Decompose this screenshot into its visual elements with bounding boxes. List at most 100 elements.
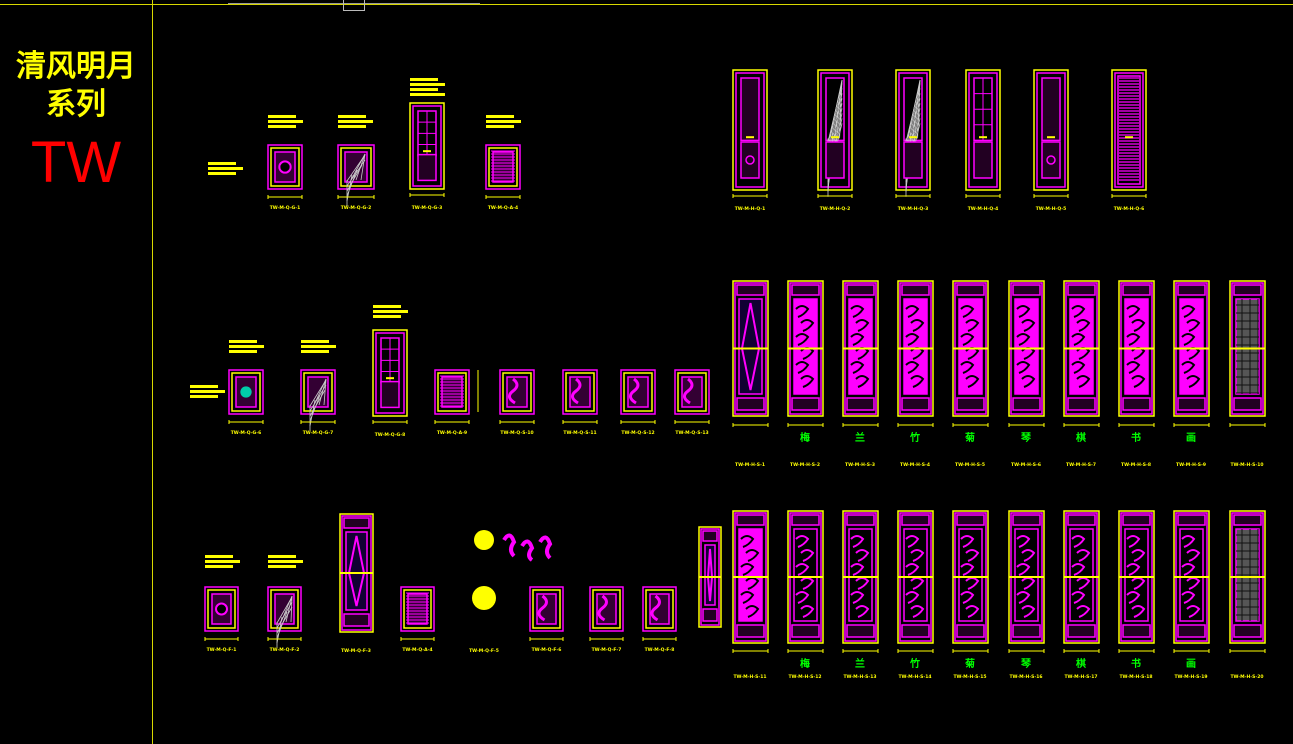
screen-panel bbox=[787, 280, 824, 417]
carving-stroke bbox=[1076, 577, 1091, 590]
hatch-line bbox=[912, 79, 921, 139]
screen-panel bbox=[1118, 280, 1155, 417]
annotation-text-line bbox=[205, 560, 240, 563]
door-upper-panel bbox=[740, 77, 760, 142]
item-code-label: TW-M-Q-S-13 bbox=[675, 430, 708, 436]
series-title-line1: 清风明月 bbox=[16, 49, 136, 84]
small-panel: TW-M-Q-F-6 bbox=[529, 586, 564, 653]
screen-top-rail bbox=[1233, 514, 1262, 526]
item-code-label: TW-M-H-S-17 bbox=[1064, 674, 1097, 680]
hatch-line bbox=[285, 595, 293, 623]
dimension-line bbox=[1063, 423, 1100, 427]
door-elevation: TW-M-Q-G-8 bbox=[372, 329, 408, 438]
carving-stroke bbox=[850, 563, 865, 576]
item-code-label: TW-M-Q-F-5 bbox=[469, 648, 499, 654]
annotation-text-line bbox=[486, 120, 521, 123]
carving-motif bbox=[597, 594, 608, 622]
item-code-label: TW-M-H-S-14 bbox=[898, 674, 931, 680]
jade-motif bbox=[240, 386, 252, 398]
panel-character-label: 书 bbox=[1131, 431, 1141, 444]
carving-stroke bbox=[905, 333, 920, 346]
annotation-text-line bbox=[373, 315, 401, 318]
carving-stroke bbox=[1181, 305, 1196, 318]
dimension-line bbox=[674, 420, 710, 424]
annotation-text-line bbox=[373, 310, 408, 313]
annotation-text-line bbox=[190, 390, 225, 393]
carving-stroke bbox=[800, 605, 815, 618]
hatch-line bbox=[318, 378, 327, 406]
panel-outer bbox=[337, 144, 375, 190]
carving-stroke bbox=[795, 305, 810, 318]
annotation-text-line bbox=[268, 560, 303, 563]
hatch-line bbox=[350, 153, 366, 181]
carving-stroke bbox=[1016, 305, 1031, 318]
panel-outer bbox=[485, 144, 521, 190]
small-panel: TW-M-Q-S-13 bbox=[674, 369, 710, 436]
item-code-label: TW-M-Q-G-8 bbox=[375, 432, 406, 438]
small-panel: TW-M-Q-G-2 bbox=[337, 144, 375, 211]
screen-bottom-rail bbox=[956, 397, 985, 411]
screen-bottom-rail bbox=[736, 397, 765, 411]
carving-stroke bbox=[850, 361, 865, 374]
screen-bottom-rail bbox=[736, 624, 765, 638]
annotation-text-line bbox=[268, 565, 296, 568]
hatch-line bbox=[829, 79, 843, 139]
carving-stroke bbox=[1016, 591, 1031, 604]
carving-stroke bbox=[855, 319, 870, 332]
carving-stroke bbox=[1016, 361, 1031, 374]
hatch-line bbox=[280, 595, 293, 623]
door-outer-frame bbox=[372, 329, 408, 417]
carving-stroke bbox=[1186, 577, 1201, 590]
screen-top-rail bbox=[736, 284, 765, 296]
panel-outer bbox=[267, 586, 302, 632]
dimension-line bbox=[965, 194, 1001, 198]
item-code-label: TW-M-H-S-6 bbox=[1011, 462, 1041, 468]
item-code-label: TW-M-H-S-18 bbox=[1119, 674, 1152, 680]
panel-character-label: 菊 bbox=[965, 431, 975, 444]
door-outer-frame bbox=[817, 69, 853, 191]
hatch-line bbox=[355, 153, 366, 181]
carving-stroke bbox=[855, 605, 870, 618]
item-code-label: TW-M-Q-F-1 bbox=[207, 647, 237, 653]
carving-stroke bbox=[1181, 591, 1196, 604]
dimension-line bbox=[409, 193, 445, 197]
screen-top-rail bbox=[846, 514, 875, 526]
annotation-text-line bbox=[208, 172, 236, 175]
panel-outer bbox=[204, 586, 239, 632]
door-inner-frame bbox=[735, 72, 765, 188]
screen-lattice bbox=[738, 298, 763, 395]
panel-character-label: 梅 bbox=[800, 431, 810, 444]
panel-outer bbox=[620, 369, 656, 415]
screen-top-rail bbox=[846, 284, 875, 296]
annotation-text-line bbox=[410, 83, 445, 86]
item-code-label: TW-M-H-S-4 bbox=[900, 462, 930, 468]
screen-panel bbox=[897, 280, 934, 417]
carving-stroke bbox=[745, 577, 760, 590]
panel-inner-frame bbox=[532, 589, 561, 629]
dimension-line bbox=[1111, 194, 1147, 198]
logo-emblem: TW-M-Q-F-5 bbox=[469, 530, 553, 654]
hatch-line bbox=[276, 606, 293, 634]
hatch-line bbox=[309, 389, 326, 417]
carving-stroke bbox=[1126, 361, 1141, 374]
horizontal-scrollbar[interactable] bbox=[228, 0, 480, 4]
panel-inner-frame bbox=[677, 372, 707, 412]
screen-bottom-rail bbox=[1177, 397, 1206, 411]
panel-character-label: 棋 bbox=[1075, 431, 1086, 444]
hatch-line bbox=[834, 79, 843, 139]
scrollbar-grip[interactable] bbox=[343, 0, 365, 11]
row-2-group: TW-M-Q-G-6 TW-M-Q-G-7 TW-M-Q-G-8 TW-M-Q-A-9… bbox=[190, 280, 1266, 468]
small-panel: TW-M-Q-F-8 bbox=[642, 586, 677, 653]
carving-stroke bbox=[1126, 591, 1141, 604]
screen-panel bbox=[1229, 280, 1266, 417]
panel-outer bbox=[267, 144, 303, 190]
item-code-label: TW-M-H-S-1 bbox=[735, 462, 765, 468]
series-title-line2: 系列 bbox=[46, 87, 106, 122]
carving-motif bbox=[683, 377, 694, 405]
item-code-label: TW-M-H-S-10 bbox=[1230, 462, 1263, 468]
item-code-label: TW-M-Q-A-4 bbox=[402, 647, 432, 653]
dimension-line bbox=[228, 420, 264, 424]
annotation-text-line bbox=[486, 125, 514, 128]
dimension-line bbox=[1033, 194, 1069, 198]
